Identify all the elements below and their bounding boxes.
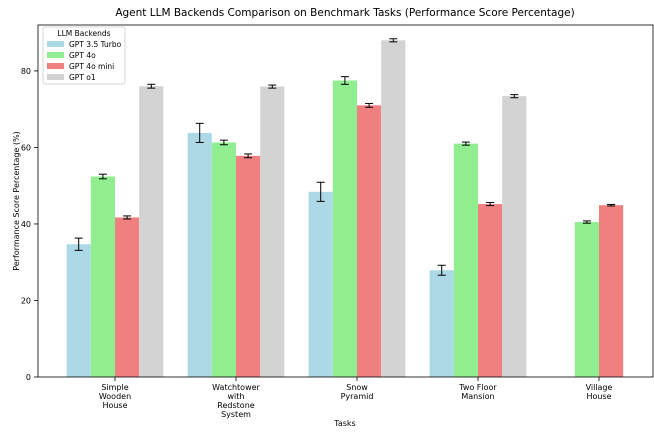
legend-swatch-3 bbox=[47, 74, 64, 80]
y-tick-label: 20 bbox=[21, 296, 31, 305]
bar-0-0 bbox=[66, 244, 91, 377]
error-bar-2-3 bbox=[486, 202, 495, 207]
x-tick-label-line: Snow bbox=[346, 383, 368, 392]
x-tick-label-line: Two Floor bbox=[458, 383, 497, 392]
error-bar-1-2 bbox=[340, 76, 349, 85]
x-tick-label-line: Simple bbox=[101, 383, 128, 392]
x-tick-label: Two Floor Mansion bbox=[458, 383, 497, 401]
x-axis-label: Tasks bbox=[333, 419, 355, 428]
legend: LLM Backends GPT 3.5 Turbo GPT 4o GPT 4o mi… bbox=[42, 26, 126, 85]
legend-label-0: GPT 3.5 Turbo bbox=[69, 40, 122, 49]
bar-2-4 bbox=[599, 205, 624, 377]
error-bar-1-0 bbox=[98, 173, 107, 180]
bar-2-1 bbox=[236, 155, 261, 377]
error-bar-2-0 bbox=[123, 215, 132, 220]
bar-3-2 bbox=[381, 40, 406, 377]
plot-frame bbox=[37, 24, 654, 378]
y-tick-label: 0 bbox=[26, 373, 31, 382]
bar-1-1 bbox=[211, 142, 236, 377]
bar-0-2 bbox=[308, 191, 333, 377]
x-tick-label-line: House bbox=[586, 392, 611, 401]
bar-3-1 bbox=[260, 86, 285, 377]
bar-2-2 bbox=[357, 105, 382, 377]
error-bar-0-2 bbox=[316, 181, 325, 202]
legend-title: LLM Backends bbox=[57, 29, 110, 38]
x-tick-label-line: Pyramid bbox=[341, 392, 374, 401]
error-bar-1-1 bbox=[219, 139, 228, 146]
y-tick-label: 60 bbox=[21, 143, 31, 152]
x-tick-label: Village House bbox=[586, 383, 613, 401]
error-bar-3-0 bbox=[147, 83, 156, 89]
legend-swatch-1 bbox=[47, 52, 64, 58]
error-bar-0-0 bbox=[74, 237, 83, 251]
legend-swatch-2 bbox=[47, 63, 64, 69]
bar-3-3 bbox=[502, 96, 527, 377]
error-bar-0-1 bbox=[195, 122, 204, 143]
error-bar-1-4 bbox=[582, 220, 591, 224]
error-bar-3-3 bbox=[510, 94, 519, 99]
chart-title: Agent LLM Backends Comparison on Benchma… bbox=[115, 7, 574, 19]
bar-0-3 bbox=[429, 270, 454, 377]
bar-1-0 bbox=[90, 176, 115, 377]
error-bar-1-3 bbox=[461, 141, 470, 146]
error-bar-3-1 bbox=[268, 84, 277, 89]
y-tick-label: 80 bbox=[21, 67, 31, 76]
bar-3-0 bbox=[139, 86, 164, 377]
x-tick-label: Simple Wooden House bbox=[99, 383, 131, 410]
x-tick-label-line: Mansion bbox=[461, 392, 494, 401]
error-bar-2-1 bbox=[244, 153, 253, 159]
y-tick-label: 40 bbox=[21, 220, 31, 229]
x-tick-label-line: Wooden bbox=[99, 392, 131, 401]
error-bar-0-3 bbox=[437, 264, 446, 276]
error-bar-3-2 bbox=[389, 38, 398, 43]
x-tick-label: Watchtower with Redstone System bbox=[212, 383, 260, 419]
x-tick-label-line: Redstone bbox=[217, 401, 254, 410]
x-tick-label-line: House bbox=[102, 401, 127, 410]
x-tick-label-line: with bbox=[228, 392, 245, 401]
legend-label-3: GPT o1 bbox=[69, 73, 96, 82]
x-tick-label: Snow Pyramid bbox=[341, 383, 374, 401]
bar-1-2 bbox=[332, 80, 357, 377]
legend-label-1: GPT 4o bbox=[69, 51, 96, 60]
legend-swatch-0 bbox=[47, 41, 64, 47]
bar-0-1 bbox=[187, 132, 212, 377]
bar-2-0 bbox=[115, 217, 140, 377]
bar-1-3 bbox=[453, 143, 478, 377]
error-bar-2-2 bbox=[365, 102, 374, 108]
bar-2-3 bbox=[478, 204, 503, 377]
error-bar-2-4 bbox=[607, 203, 616, 207]
x-tick-label-line: Watchtower bbox=[212, 383, 260, 392]
x-tick-label-line: Village bbox=[586, 383, 613, 392]
x-tick-label-line: System bbox=[221, 410, 251, 419]
bar-1-4 bbox=[574, 222, 599, 377]
y-axis-label: Performance Score Percentage (%) bbox=[12, 131, 21, 271]
legend-label-2: GPT 4o mini bbox=[69, 62, 114, 71]
